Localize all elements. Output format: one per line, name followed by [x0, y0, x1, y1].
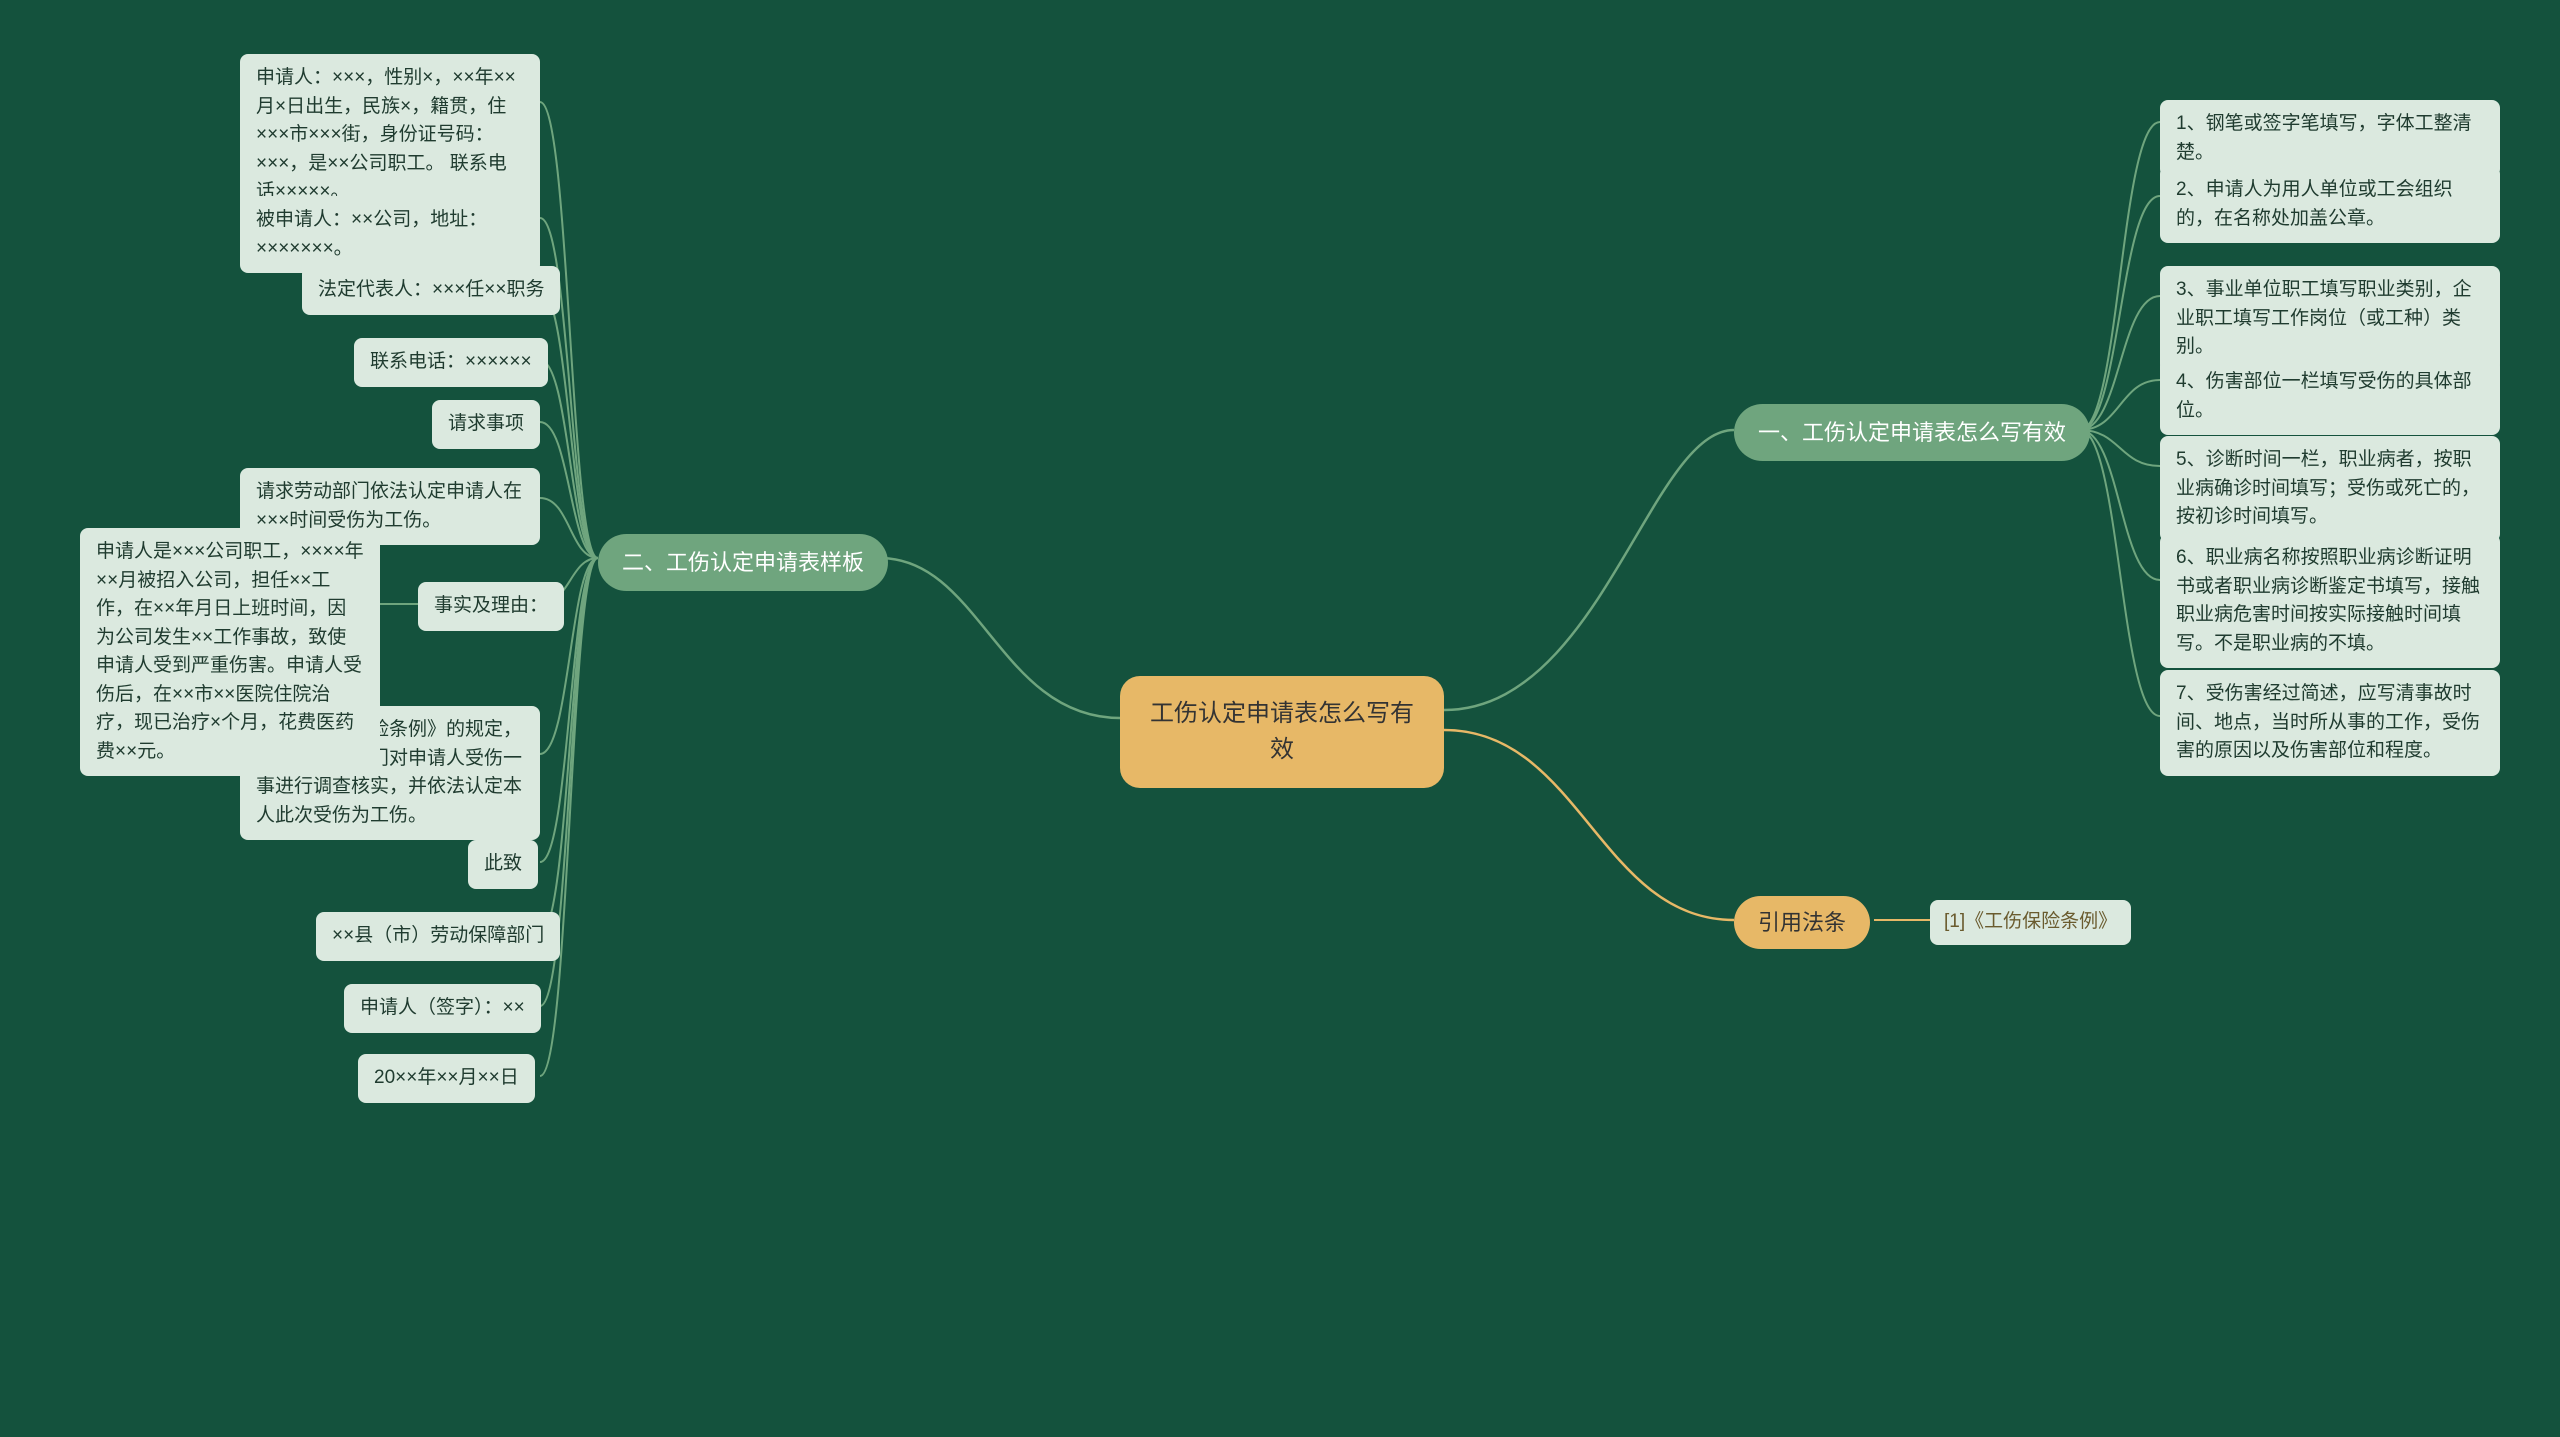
branch2-leaf-5: 请求事项	[432, 400, 540, 449]
branch-3-label: 引用法条	[1758, 910, 1846, 935]
branch1-leaf-2: 2、申请人为用人单位或工会组织的，在名称处加盖公章。	[2160, 166, 2500, 243]
branch2-leaf-2: 被申请人：××公司，地址：×××××××。	[240, 196, 540, 273]
branch2-leaf-4: 联系电话：××××××	[354, 338, 548, 387]
root-node: 工伤认定申请表怎么写有 效	[1120, 676, 1444, 788]
branch2-leaf-10: ××县（市）劳动保障部门	[316, 912, 560, 961]
branch3-leaf-1: [1]《工伤保险条例》	[1930, 900, 2131, 945]
branch1-leaf-3: 3、事业单位职工填写职业类别，企业职工填写工作岗位（或工种）类别。	[2160, 266, 2500, 372]
branch-1-label: 一、工伤认定申请表怎么写有效	[1758, 420, 2066, 445]
branch1-leaf-5: 5、诊断时间一栏，职业病者，按职业病确诊时间填写；受伤或死亡的，按初诊时间填写。	[2160, 436, 2500, 542]
branch2-leaf-12: 20××年××月××日	[358, 1054, 535, 1103]
branch-3: 引用法条	[1734, 896, 1870, 949]
root-line2: 效	[1150, 732, 1414, 768]
branch-2: 二、工伤认定申请表样板	[598, 534, 888, 591]
branch2-leaf-7: 事实及理由：	[418, 582, 564, 631]
branch1-leaf-7: 7、受伤害经过简述，应写清事故时间、地点，当时所从事的工作，受伤害的原因以及伤害…	[2160, 670, 2500, 776]
branch-2-label: 二、工伤认定申请表样板	[622, 550, 864, 575]
branch1-leaf-6: 6、职业病名称按照职业病诊断证明书或者职业病诊断鉴定书填写，接触职业病危害时间按…	[2160, 534, 2500, 668]
branch2-leaf-11: 申请人（签字）：××	[344, 984, 541, 1033]
branch2-leaf-1: 申请人：×××，性别×，××年××月×日出生，民族×，籍贯，住×××市×××街，…	[240, 54, 540, 217]
branch-1: 一、工伤认定申请表怎么写有效	[1734, 404, 2090, 461]
branch1-leaf-4: 4、伤害部位一栏填写受伤的具体部位。	[2160, 358, 2500, 435]
root-line1: 工伤认定申请表怎么写有	[1150, 696, 1414, 732]
branch2-leaf-3: 法定代表人：×××任××职务	[302, 266, 560, 315]
branch2-leaf-9: 此致	[468, 840, 538, 889]
branch2-subleaf: 申请人是×××公司职工，××××年××月被招入公司，担任××工作，在××年月日上…	[80, 528, 380, 776]
